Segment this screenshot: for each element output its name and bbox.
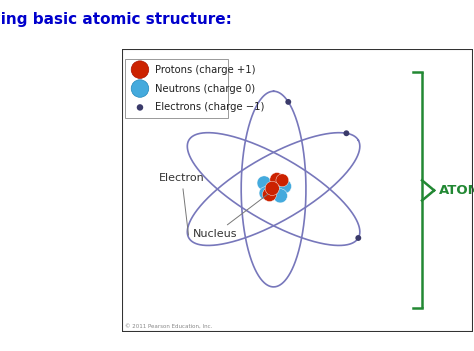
Text: Protons (charge +1): Protons (charge +1)	[155, 65, 255, 75]
Text: Reviewing basic atomic structure:: Reviewing basic atomic structure:	[0, 12, 232, 27]
Point	[355, 235, 362, 241]
Circle shape	[276, 174, 289, 187]
Circle shape	[131, 80, 149, 97]
Circle shape	[131, 61, 149, 78]
FancyBboxPatch shape	[125, 59, 228, 118]
Circle shape	[259, 187, 272, 199]
Text: ATOM: ATOM	[439, 184, 474, 197]
Circle shape	[265, 181, 279, 196]
Circle shape	[263, 187, 277, 201]
Text: Nucleus: Nucleus	[192, 194, 268, 239]
Circle shape	[270, 173, 284, 187]
Circle shape	[273, 189, 287, 203]
Point	[136, 105, 144, 110]
Point	[284, 99, 292, 105]
Circle shape	[277, 179, 292, 193]
Text: © 2011 Pearson Education, Inc.: © 2011 Pearson Education, Inc.	[125, 324, 212, 329]
Text: Electrons (charge −1): Electrons (charge −1)	[155, 102, 264, 112]
Text: Neutrons (charge 0): Neutrons (charge 0)	[155, 84, 255, 93]
Circle shape	[257, 176, 271, 190]
Point	[343, 131, 350, 136]
Text: Electron: Electron	[159, 173, 205, 235]
